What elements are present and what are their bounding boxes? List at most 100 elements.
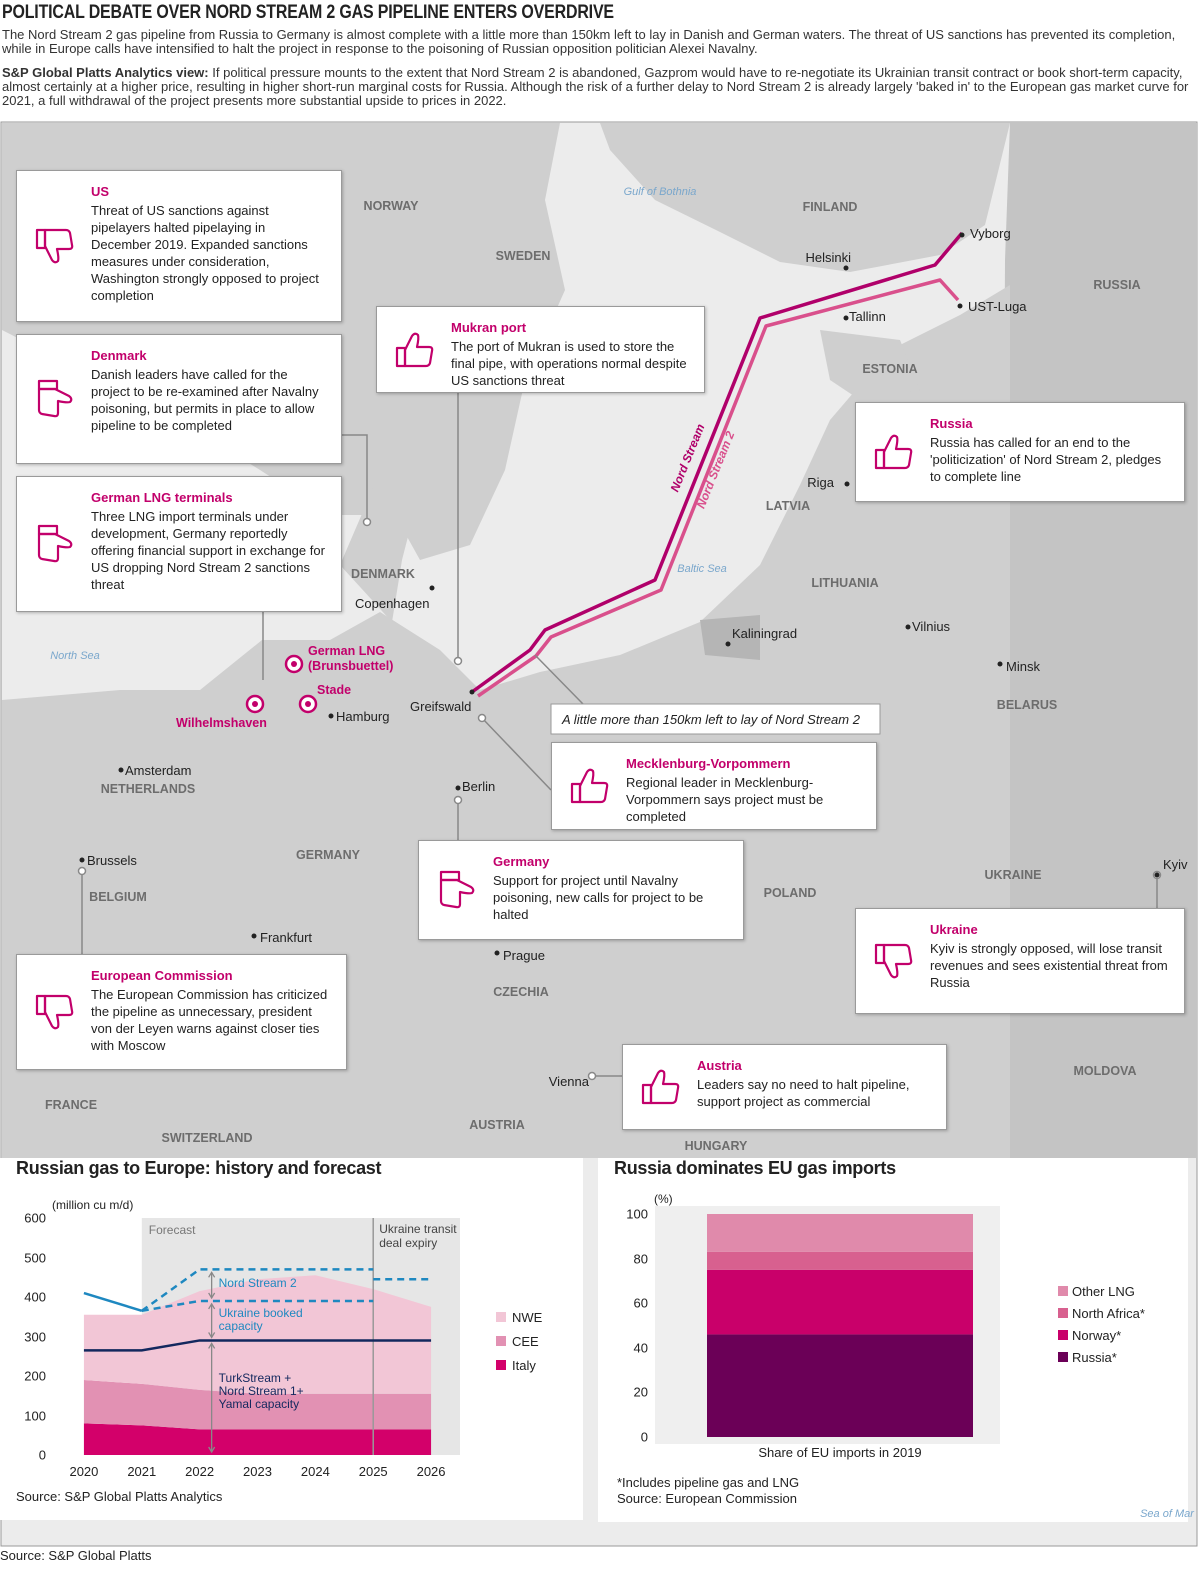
city-label: Berlin <box>462 779 496 794</box>
y-tick-label: 100 <box>24 1408 46 1423</box>
view-lead: S&P Global Platts Analytics view: <box>2 65 209 80</box>
country-label: GERMANY <box>296 848 360 862</box>
legend-label: NWE <box>512 1310 543 1325</box>
thumb-hand <box>578 768 609 804</box>
lng-icon-core <box>305 701 311 707</box>
city-label: Riga <box>807 475 834 490</box>
chart-title: Russian gas to Europe: history and forec… <box>16 1158 382 1178</box>
city-label: Tallinn <box>849 309 886 324</box>
y-tick-label: 60 <box>633 1295 648 1311</box>
country-label: NETHERLANDS <box>100 782 196 796</box>
callout-text: Support for project until Navalny poison… <box>493 873 704 922</box>
thumb-icon <box>37 524 73 563</box>
thumb-icon <box>874 943 913 979</box>
callout-title: Mecklenburg-Vorpommern <box>626 756 791 771</box>
callout-text: Three LNG import terminals under develop… <box>91 509 325 592</box>
legend-label: CEE <box>512 1334 539 1349</box>
thumb-cuff <box>37 524 59 536</box>
thumb-cuff <box>35 228 47 250</box>
thumb-cuff <box>395 346 407 367</box>
legend-label: Russia* <box>1072 1350 1117 1365</box>
city-dot <box>469 689 475 695</box>
callout: Ukraine Kyiv is strongly opposed, will lo… <box>855 908 1185 1014</box>
country-label: ESTONIA <box>862 362 918 376</box>
forecast-label: Forecast <box>148 1223 196 1237</box>
thumb <box>37 379 73 418</box>
line <box>83 1291 143 1313</box>
country-label: SWEDEN <box>495 249 551 263</box>
arrow-head <box>208 1342 216 1454</box>
country-label: MOLDOVA <box>1073 1064 1137 1078</box>
chart-title: Russia dominates EU gas imports <box>614 1158 896 1178</box>
annotation: Nord Stream 2 <box>218 1276 297 1291</box>
city-dot <box>251 933 257 939</box>
city-dot <box>725 641 731 647</box>
legend-swatch <box>1058 1330 1068 1340</box>
y-tick-label: 100 <box>626 1206 648 1222</box>
callout-title: Russia <box>930 416 973 431</box>
thumb-hand <box>882 943 913 979</box>
callout-title: Mukran port <box>451 320 527 335</box>
view-text: If political pressure mounts to the exte… <box>2 65 1189 108</box>
country-label: LITHUANIA <box>811 576 879 590</box>
thumb-hand <box>882 434 913 470</box>
city-dot <box>843 315 849 321</box>
thumb <box>874 434 913 470</box>
city-label: Prague <box>503 948 545 963</box>
city-label: Kaliningrad <box>732 626 798 641</box>
thumb-hand <box>439 878 475 909</box>
line <box>83 1339 432 1352</box>
thumb <box>37 524 73 563</box>
city-label: Brussels <box>87 853 137 868</box>
thumb-icon <box>35 994 74 1030</box>
city-label: Greifswald <box>410 699 472 714</box>
arrow-head <box>208 1302 216 1339</box>
country-label: RUSSIA <box>1093 278 1141 292</box>
callout: US Threat of US sanctions against pipelay… <box>16 170 342 322</box>
bar <box>707 1269 973 1335</box>
legend-label: North Africa* <box>1072 1306 1145 1321</box>
thumb-hand <box>43 228 74 264</box>
thumb-hand <box>37 532 73 563</box>
country-label: BELGIUM <box>89 890 147 904</box>
lng-label: German LNG (Brunsbuettel) <box>308 644 394 673</box>
city-label: Vyborg <box>970 226 1011 241</box>
y-tick-label: 600 <box>24 1210 46 1226</box>
sea-label: Gulf of Bothnia <box>623 186 697 198</box>
callout-title: Germany <box>493 854 550 869</box>
city-dot <box>429 585 435 591</box>
city-dot <box>1154 872 1160 878</box>
callout-text: Danish leaders have called for the proje… <box>91 367 319 433</box>
intro: The Nord Stream 2 gas pipeline from Russ… <box>2 27 1176 56</box>
thumb-cuff <box>874 448 886 470</box>
x-tick-label: 2021 <box>127 1464 157 1479</box>
country-label: NORWAY <box>363 199 419 213</box>
city-dot <box>959 232 965 238</box>
thumb-icon <box>35 228 74 264</box>
city-dot <box>455 785 461 791</box>
country-label: SWITZERLAND <box>161 1131 253 1145</box>
thumb <box>395 332 434 367</box>
callout-text: Regional leader in Mecklenburg-Vorpommer… <box>626 775 824 824</box>
lng-icon-core <box>252 701 258 707</box>
thumb-hand <box>403 332 434 367</box>
callout: Germany Support for project until Navalny… <box>418 840 744 940</box>
area <box>83 1379 432 1430</box>
thumb <box>35 228 74 264</box>
y-tick-label: 40 <box>633 1340 648 1356</box>
thumb-cuff <box>37 379 59 391</box>
legend-swatch <box>496 1312 506 1322</box>
line <box>141 1268 374 1312</box>
annotation: TurkStream + Nord Stream 1+ Yamal capaci… <box>218 1371 304 1412</box>
thumb-icon <box>439 870 475 909</box>
city-label: UST-Luga <box>968 299 1027 314</box>
city-label: Copenhagen <box>355 596 430 611</box>
y-tick-label: 80 <box>633 1251 648 1267</box>
footer-source: Source: S&P Global Platts <box>0 1548 152 1563</box>
thumb-hand <box>43 994 74 1030</box>
country-label: DENMARK <box>351 567 415 581</box>
thumb <box>570 768 609 804</box>
callout-title: US <box>91 184 110 199</box>
legend-label: Other LNG <box>1072 1284 1135 1299</box>
